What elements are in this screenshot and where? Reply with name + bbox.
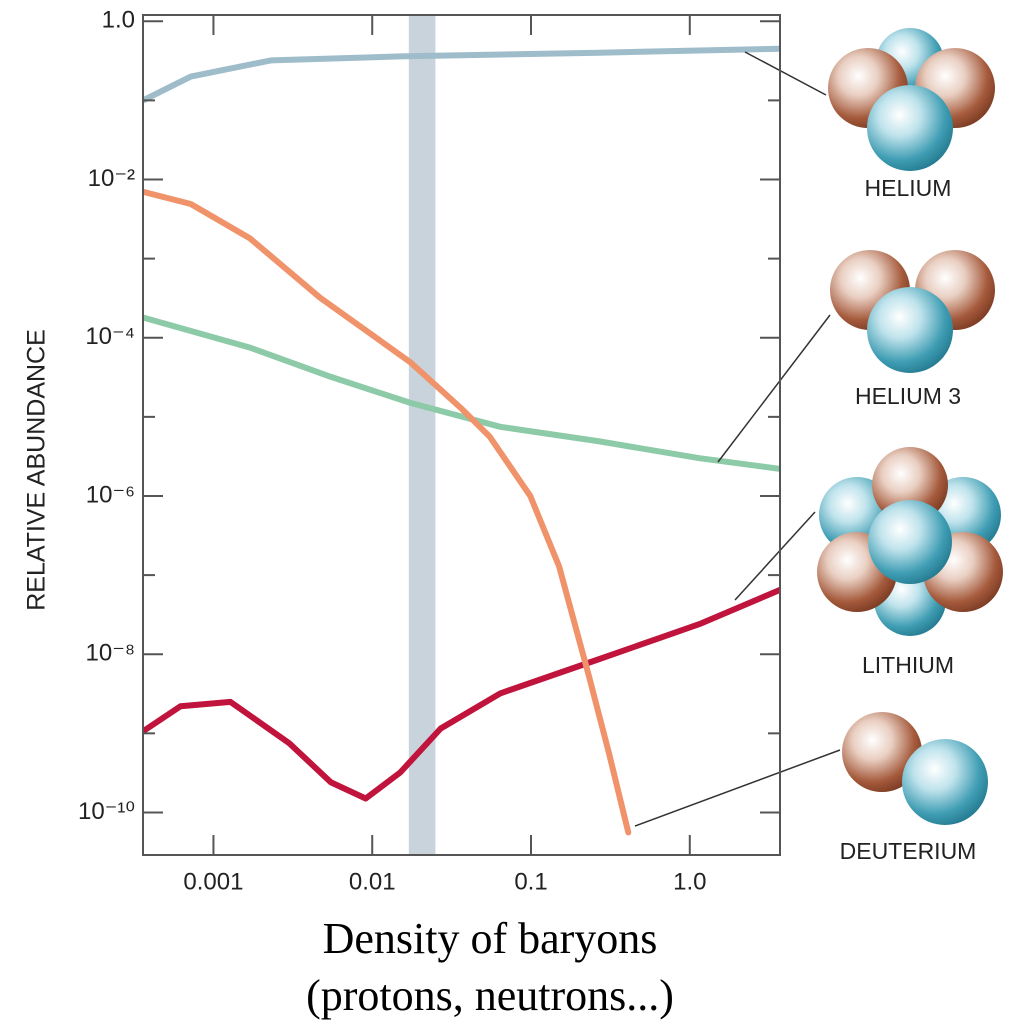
series-label: LITHIUM (862, 652, 954, 678)
x-axis-label: (protons, neutrons...) (306, 971, 674, 1020)
x-tick-label: 0.001 (183, 868, 243, 895)
series-label: HELIUM 3 (855, 383, 961, 409)
x-axis-label: Density of baryons (323, 914, 658, 963)
y-tick-label: 1.0 (102, 7, 135, 34)
x-tick-label: 1.0 (673, 868, 706, 895)
plot-frame (143, 15, 780, 855)
series-line (143, 590, 780, 799)
y-tick-label: 10⁻⁴ (85, 323, 135, 350)
x-tick-label: 0.01 (349, 868, 396, 895)
y-tick-label: 10⁻¹⁰ (78, 798, 135, 825)
chart: HELIUM HELIUM 3 LITHIUM DEUTERIUM Densit… (0, 0, 1017, 1027)
series-line (143, 318, 780, 469)
nuclei-illustrations (635, 28, 1003, 826)
series-label: HELIUM (865, 175, 952, 201)
y-tick-label: 10⁻⁶ (86, 481, 135, 508)
plot-lines (143, 49, 780, 833)
x-tick-label: 0.1 (514, 868, 547, 895)
y-tick-label: 10⁻² (88, 165, 135, 192)
y-tick-label: 10⁻⁸ (86, 640, 136, 667)
band (409, 15, 436, 855)
series-line (143, 192, 628, 833)
series-line (143, 49, 780, 101)
y-axis-label: RELATIVE ABUNDANCE (23, 329, 51, 611)
series-label: DEUTERIUM (840, 838, 977, 864)
